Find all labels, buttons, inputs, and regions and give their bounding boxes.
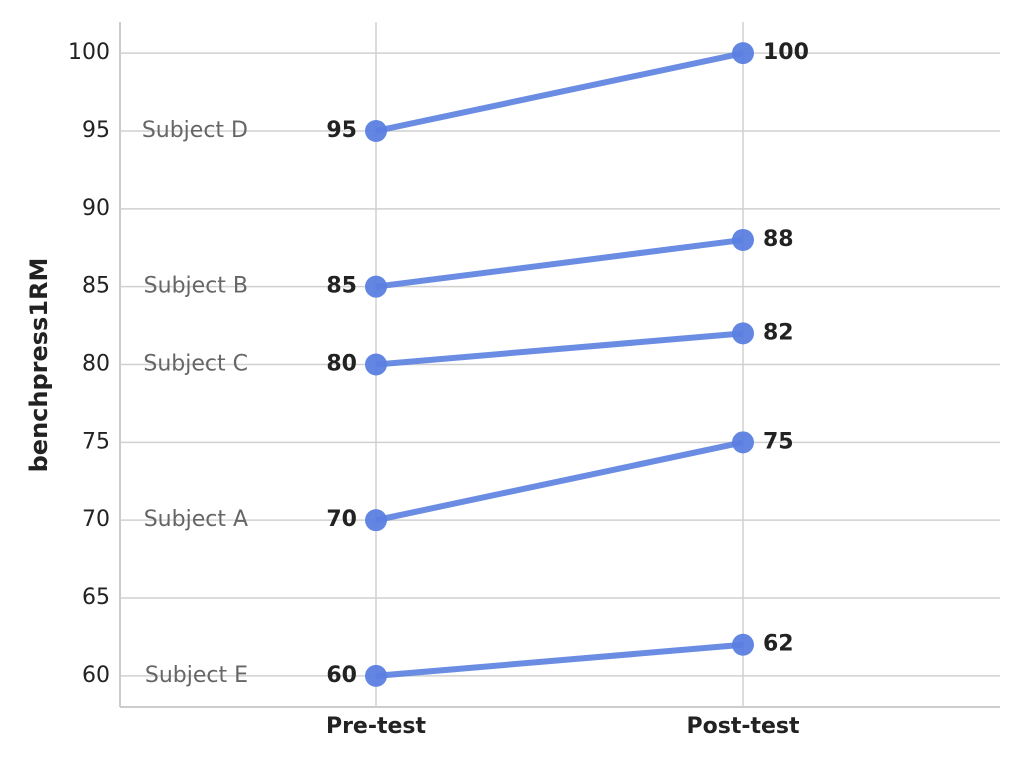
y-axis-label: benchpress1RM <box>25 258 53 473</box>
value-label: 95 <box>326 118 357 143</box>
x-tick-label: Post-test <box>686 714 800 739</box>
y-tick-label: 90 <box>82 196 110 221</box>
slope-line <box>375 330 744 368</box>
point <box>365 664 387 687</box>
slope-line <box>375 236 744 290</box>
y-tick-label: 100 <box>68 40 110 65</box>
point <box>732 633 754 656</box>
value-label: 82 <box>763 320 794 345</box>
point <box>365 509 387 532</box>
value-label: 62 <box>763 632 794 657</box>
y-tick-label: 95 <box>82 118 110 143</box>
slope-line <box>375 439 744 524</box>
point <box>365 353 387 376</box>
point <box>732 228 754 251</box>
subject-label: Subject E <box>145 663 248 688</box>
point <box>732 431 754 454</box>
y-tick-label: 75 <box>82 429 110 454</box>
y-tick-label: 80 <box>82 352 110 377</box>
y-tick-label: 70 <box>82 507 110 532</box>
y-tick-label: 85 <box>82 274 110 299</box>
subject-label: Subject D <box>142 118 248 143</box>
value-label: 60 <box>326 663 357 688</box>
value-label: 100 <box>763 40 809 65</box>
value-label: 75 <box>763 429 794 454</box>
y-tick-label: 65 <box>82 585 110 610</box>
value-label: 88 <box>763 227 794 252</box>
subject-label: Subject B <box>144 274 248 299</box>
value-label: 85 <box>326 274 357 299</box>
value-label: 70 <box>326 507 357 532</box>
subject-label: Subject A <box>144 507 248 532</box>
slope-line <box>375 641 744 679</box>
point <box>365 275 387 298</box>
point <box>732 42 754 65</box>
point <box>365 119 387 142</box>
value-label: 80 <box>326 352 357 377</box>
x-tick-label: Pre-test <box>326 714 427 739</box>
slope-line <box>375 50 744 134</box>
subject-label: Subject C <box>143 352 248 377</box>
y-tick-label: 60 <box>82 663 110 688</box>
point <box>732 322 754 345</box>
